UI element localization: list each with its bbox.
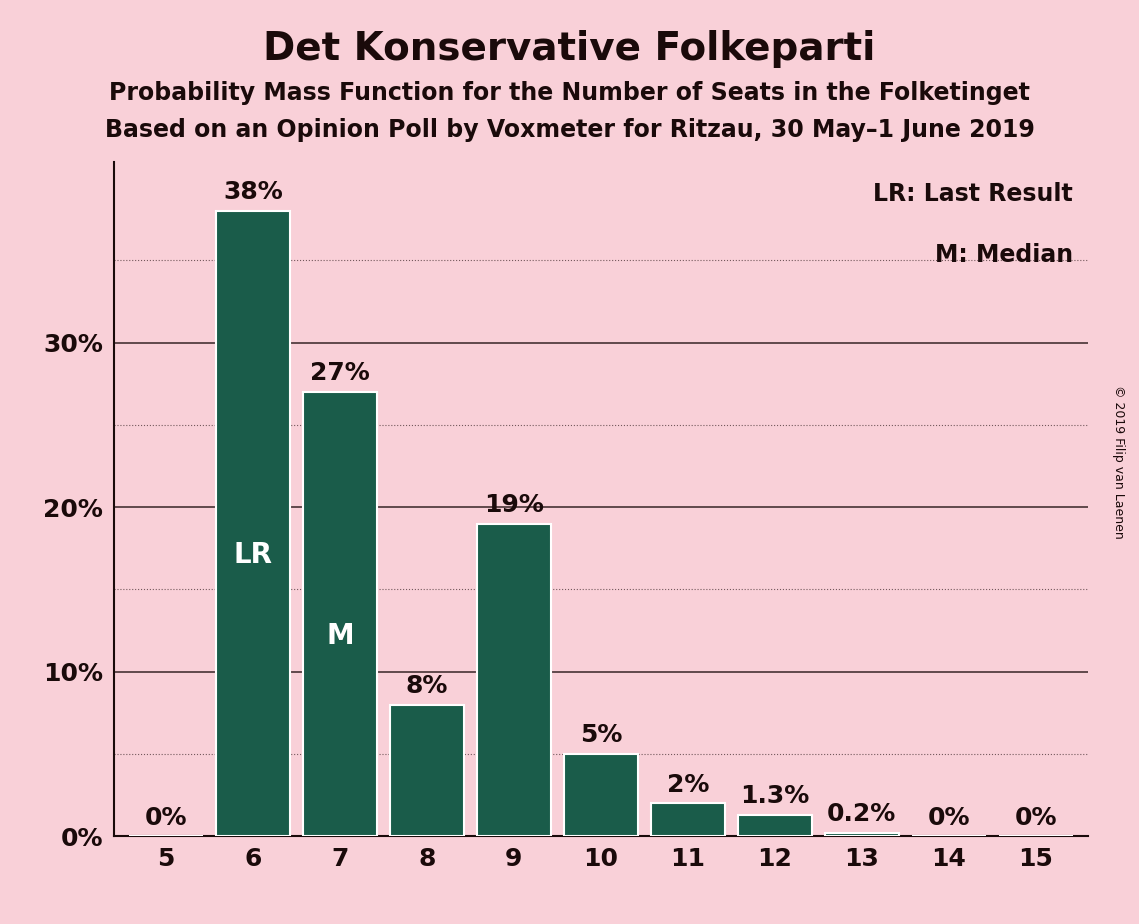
Bar [303,392,377,836]
Text: 1.3%: 1.3% [740,784,810,808]
Text: Det Konservative Folkeparti: Det Konservative Folkeparti [263,30,876,67]
Text: 2%: 2% [666,772,708,796]
Text: Probability Mass Function for the Number of Seats in the Folketinget: Probability Mass Function for the Number… [109,81,1030,105]
Text: LR: LR [233,541,272,569]
Bar [564,754,638,836]
Text: 8%: 8% [405,674,448,698]
Text: 0%: 0% [927,806,970,830]
Text: 27%: 27% [310,361,370,385]
Bar [650,803,724,836]
Text: LR: Last Result: LR: Last Result [874,182,1073,206]
Text: 5%: 5% [580,723,622,748]
Bar [390,705,464,836]
Text: 0.2%: 0.2% [827,802,896,826]
Text: 0%: 0% [1015,806,1057,830]
Text: M: Median: M: Median [935,243,1073,267]
Bar [477,524,551,836]
Text: Based on an Opinion Poll by Voxmeter for Ritzau, 30 May–1 June 2019: Based on an Opinion Poll by Voxmeter for… [105,118,1034,142]
Text: 19%: 19% [484,493,543,517]
Text: 0%: 0% [145,806,187,830]
Bar [738,815,812,836]
Bar [825,833,899,836]
Text: M: M [326,623,354,650]
Bar [216,211,290,836]
Text: © 2019 Filip van Laenen: © 2019 Filip van Laenen [1113,385,1125,539]
Text: 38%: 38% [223,180,282,204]
